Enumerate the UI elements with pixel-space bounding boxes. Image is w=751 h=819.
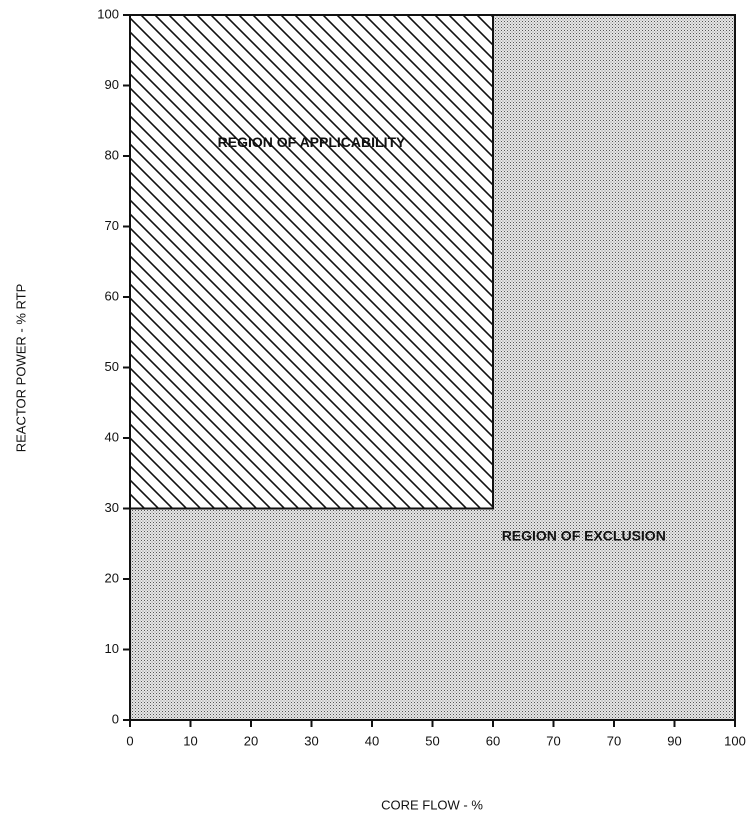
y-tick-label: 80 — [105, 147, 119, 162]
x-tick-label: 50 — [425, 733, 439, 748]
x-axis-label: CORE FLOW - % — [381, 797, 483, 812]
x-tick-label: 10 — [183, 733, 197, 748]
y-tick-label: 70 — [105, 218, 119, 233]
y-tick-label: 40 — [105, 429, 119, 444]
y-axis-label: REACTOR POWER - % RTP — [13, 284, 28, 453]
region-label: REGION OF APPLICABILITY — [218, 134, 406, 150]
x-tick-label: 100 — [724, 733, 746, 748]
x-tick-label: 60 — [486, 733, 500, 748]
x-tick-label: 70 — [546, 733, 560, 748]
x-tick-label: 20 — [244, 733, 258, 748]
y-tick-label: 30 — [105, 500, 119, 515]
y-tick-label: 20 — [105, 570, 119, 585]
y-tick-label: 50 — [105, 359, 119, 374]
y-tick-label: 10 — [105, 641, 119, 656]
x-tick-label: 40 — [365, 733, 379, 748]
x-tick-label: 70 — [607, 733, 621, 748]
y-tick-label: 0 — [112, 711, 119, 726]
y-tick-label: 90 — [105, 77, 119, 92]
applicability-region — [129, 14, 494, 510]
y-tick-label: 100 — [97, 6, 119, 21]
x-tick-label: 0 — [126, 733, 133, 748]
y-tick-label: 60 — [105, 288, 119, 303]
region-label: REGION OF EXCLUSION — [502, 527, 666, 543]
x-tick-label: 90 — [667, 733, 681, 748]
x-tick-label: 30 — [304, 733, 318, 748]
